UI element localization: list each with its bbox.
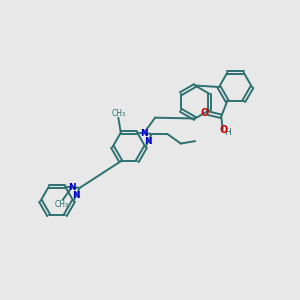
- Text: CH₃: CH₃: [111, 109, 125, 118]
- Text: N: N: [73, 190, 80, 200]
- Text: O: O: [201, 108, 209, 118]
- Text: H: H: [224, 128, 231, 137]
- Text: N: N: [68, 183, 76, 192]
- Text: O: O: [220, 125, 228, 135]
- Text: CH₃: CH₃: [55, 200, 69, 209]
- Text: N: N: [140, 129, 148, 138]
- Text: N: N: [145, 136, 152, 146]
